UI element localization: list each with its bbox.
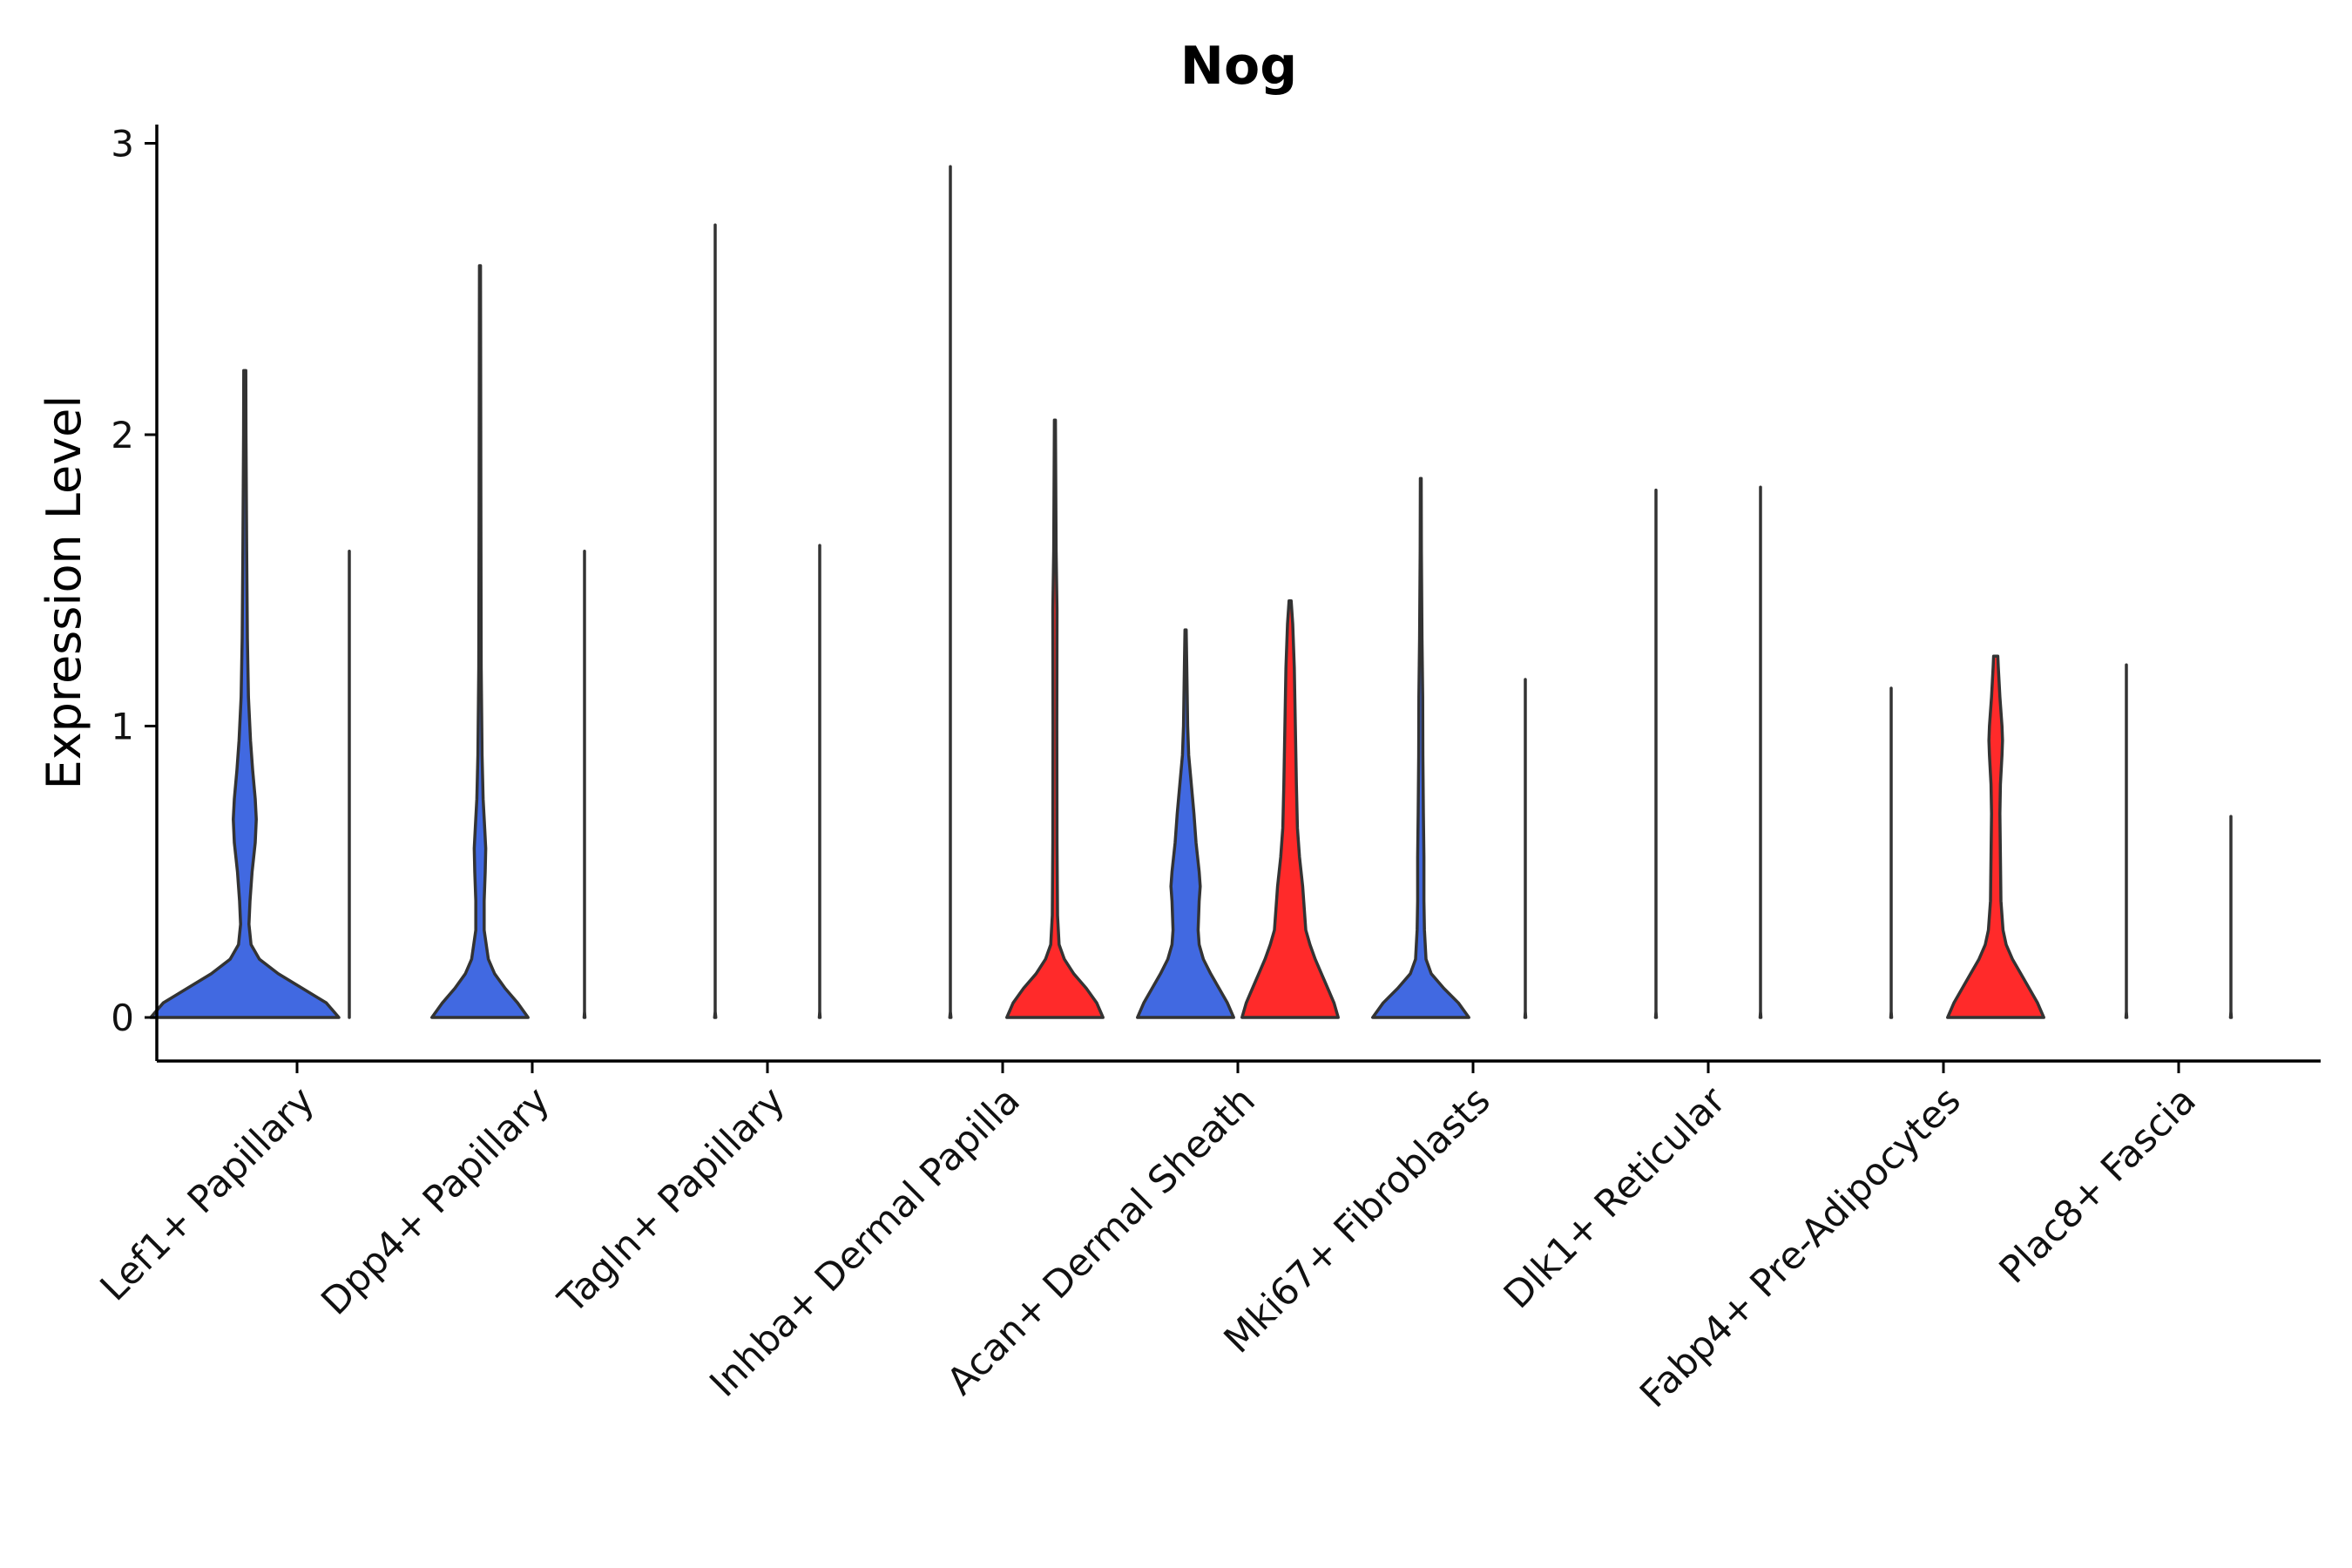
y-tick-label: 2 xyxy=(111,414,134,456)
x-tick-label: Plac8+ Fascia xyxy=(1991,1078,2205,1292)
violin-9-left xyxy=(2124,663,2129,1019)
violin-8-left xyxy=(1889,686,1894,1019)
violin-5-right xyxy=(1240,598,1340,1019)
x-tick-label: Dlk1+ Reticular xyxy=(1496,1078,1734,1317)
violin-layer xyxy=(149,165,2234,1019)
violin-3-right xyxy=(817,544,822,1019)
violin-6-right xyxy=(1523,678,1528,1019)
violin-2-left xyxy=(430,264,530,1019)
violin-8-right xyxy=(1946,654,2045,1019)
y-tick-label: 3 xyxy=(111,123,134,166)
violin-6-left xyxy=(1371,476,1470,1019)
chart-title: Nog xyxy=(1180,36,1297,97)
violin-9-right xyxy=(2228,814,2234,1019)
violin-3-left xyxy=(713,223,718,1019)
violin-1-left xyxy=(149,368,341,1019)
y-tick-label: 1 xyxy=(111,706,134,748)
y-tick-layer: 0 1 2 3 xyxy=(111,123,157,1039)
violin-4-right xyxy=(1005,418,1105,1019)
x-tick-label: Dpp4+ Papillary xyxy=(314,1078,558,1323)
violin-5-left xyxy=(1136,628,1235,1019)
x-tick-label: Lef1+ Papillary xyxy=(92,1078,323,1309)
y-tick-label: 0 xyxy=(111,997,134,1039)
violin-7-left xyxy=(1653,488,1659,1019)
x-tick-label: Mki67+ Fibroblasts xyxy=(1216,1078,1499,1362)
x-tick-label: Tagln+ Papillary xyxy=(550,1078,794,1322)
y-axis-label: Expression Level xyxy=(37,395,91,790)
